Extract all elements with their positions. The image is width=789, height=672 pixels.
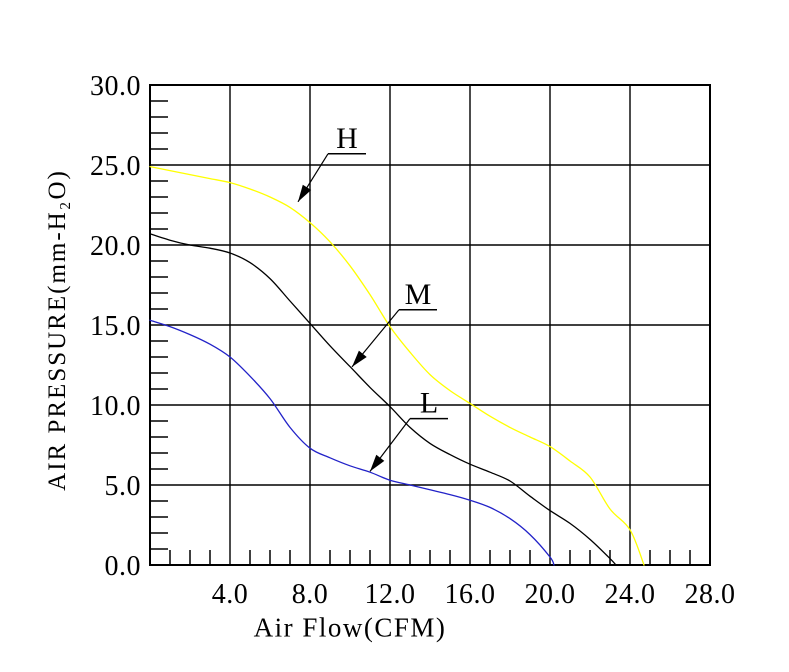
y-tick-label: 15.0 <box>90 311 141 342</box>
y-tick-label: 5.0 <box>105 471 142 502</box>
x-axis-title: Air Flow(CFM) <box>253 612 447 643</box>
y-tick-label: 25.0 <box>90 151 141 182</box>
y-axis-title: AIR PRESSURE(mm-H₂O) <box>44 169 71 491</box>
y-tick-label: 10.0 <box>90 391 141 422</box>
curve-label-L: L <box>420 387 438 420</box>
x-tick-label: 12.0 <box>365 579 416 610</box>
plot-frame <box>149 84 711 566</box>
x-tick-label: 24.0 <box>605 579 656 610</box>
x-tick-label: 8.0 <box>292 579 329 610</box>
curve-M <box>149 233 617 566</box>
curve-label-M: M <box>405 278 432 311</box>
arrowhead-H <box>298 184 312 202</box>
arrowhead-M <box>352 350 367 367</box>
x-tick-label: 20.0 <box>525 579 576 610</box>
arrowhead-L <box>370 454 385 472</box>
curve-label-H: H <box>336 122 358 155</box>
x-tick-label: 28.0 <box>685 579 736 610</box>
y-tick-label: 30.0 <box>90 71 141 102</box>
curve-H <box>149 165 645 566</box>
y-tick-label: 0.0 <box>105 551 142 582</box>
y-tick-label: 20.0 <box>90 231 141 262</box>
curve-L <box>149 319 555 566</box>
x-tick-label: 16.0 <box>445 579 496 610</box>
x-tick-label: 4.0 <box>212 579 249 610</box>
